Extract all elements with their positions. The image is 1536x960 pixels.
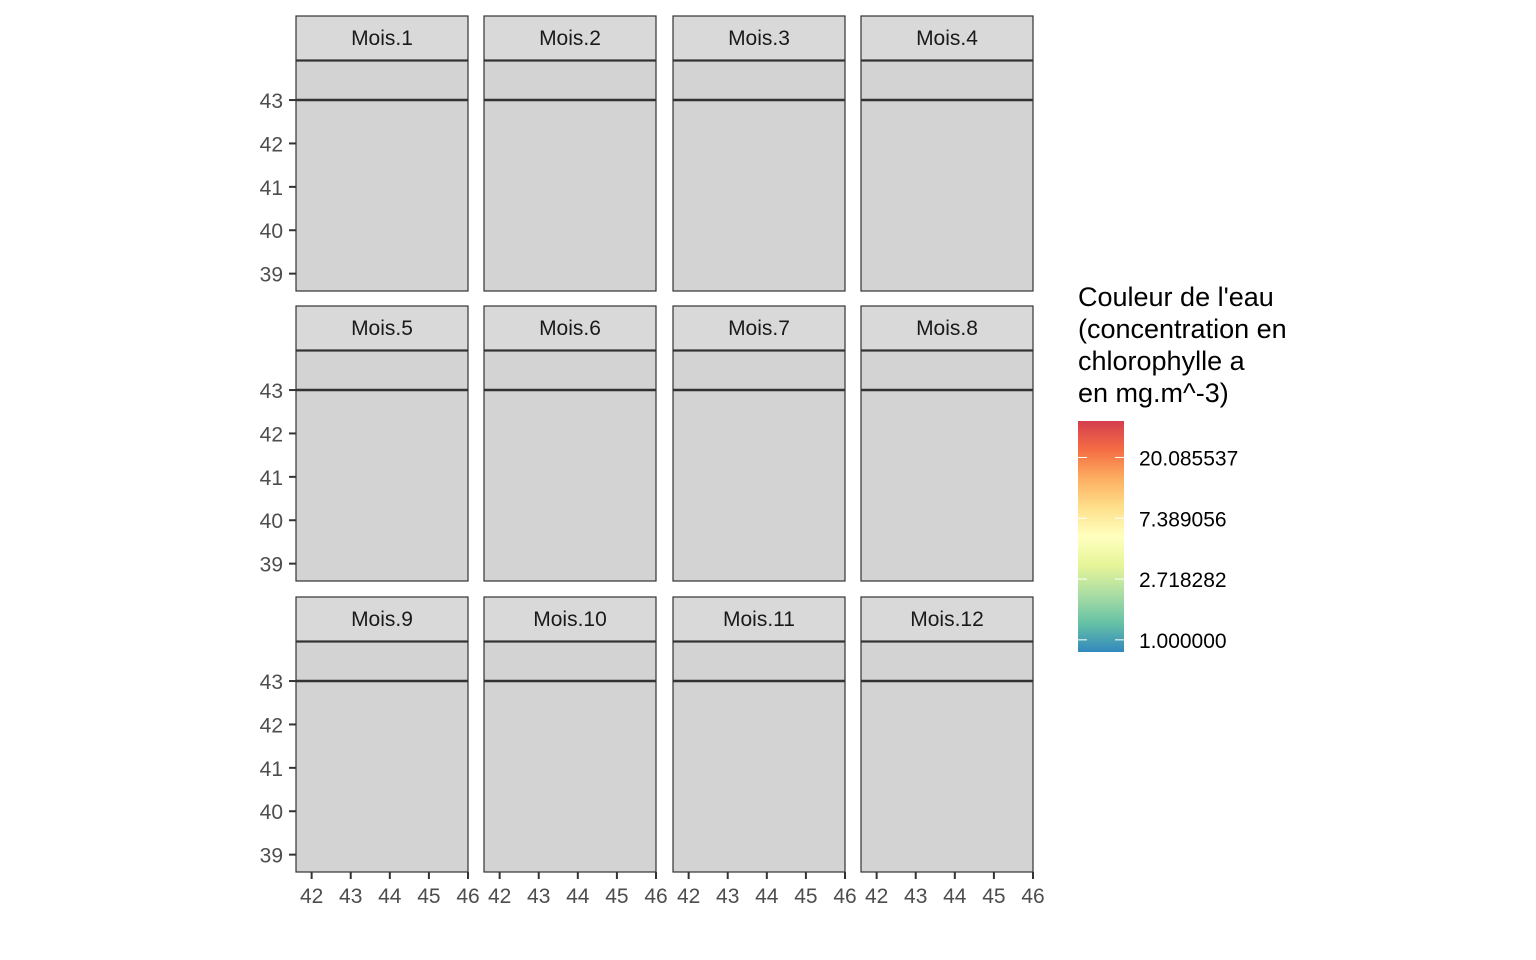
legend-title-line: Couleur de l'eau [1078,282,1274,312]
facet-panel: Mois.6 [483,305,657,582]
y-tick-label: 40 [260,510,283,533]
y-tick-label: 40 [260,801,283,824]
x-tick-label: 45 [417,885,440,908]
y-tick-label: 42 [260,133,283,156]
facet-strip-label: Mois.10 [533,608,607,631]
facet-panel: Mois.4 [860,15,1034,292]
x-tick-label: 42 [677,885,700,908]
panel-background [295,60,469,292]
y-tick-label: 43 [260,90,283,113]
facet-strip [483,305,657,351]
panel-background [483,350,657,582]
facet-strip-label: Mois.9 [351,608,413,631]
facet-strip [295,305,469,351]
axes: 39 40 41 42 43 39 40 41 42 43 39 40 41 42 43 42 43 44 45 46… [260,90,1045,908]
facet-strip-label: Mois.8 [916,317,978,340]
x-tick-label: 43 [716,885,739,908]
colorbar-label: 20.085537 [1139,447,1238,470]
facet-strip-label: Mois.5 [351,317,413,340]
facet-strip-label: Mois.1 [351,27,413,50]
panel-background [483,641,657,873]
x-tick-label: 46 [456,885,479,908]
facet-strip [483,596,657,642]
facet-panel: Mois.11 [672,596,846,873]
facet-strip-label: Mois.12 [910,608,984,631]
panel-background [672,60,846,292]
facet-panel: Mois.7 [672,305,846,582]
legend: Couleur de l'eau(concentration enchlorop… [1078,282,1287,653]
y-tick-label: 39 [260,264,283,287]
panel-background [860,60,1034,292]
y-tick-label: 41 [260,177,283,200]
colorbar-label: 1.000000 [1139,630,1227,653]
y-tick-label: 41 [260,758,283,781]
x-tick-label: 46 [833,885,856,908]
panel-background [483,60,657,292]
facet-panel: Mois.2 [483,15,657,292]
facet-strip-label: Mois.3 [728,27,790,50]
facet-panel: Mois.5 [295,305,469,582]
facet-panel: Mois.8 [860,305,1034,582]
facet-panel: Mois.1 [295,15,469,292]
facet-panel: Mois.10 [483,596,657,873]
facet-strip-label: Mois.2 [539,27,601,50]
facet-strip [672,305,846,351]
y-tick-label: 42 [260,714,283,737]
facet-strip [483,15,657,61]
x-tick-label: 42 [865,885,888,908]
legend-title-line: en mg.m^-3) [1078,378,1229,408]
panel-background [295,641,469,873]
panel-background [295,350,469,582]
y-tick-label: 41 [260,467,283,490]
y-tick-label: 42 [260,423,283,446]
panel-background [860,641,1034,873]
x-tick-label: 44 [943,885,967,908]
panel-background [860,350,1034,582]
facet-strip [295,15,469,61]
x-tick-label: 42 [488,885,511,908]
y-tick-label: 43 [260,380,283,403]
y-tick-label: 39 [260,845,283,868]
x-tick-label: 43 [339,885,362,908]
x-tick-label: 45 [794,885,817,908]
facet-panel: Mois.3 [672,15,846,292]
colorbar-label: 2.718282 [1139,569,1227,592]
x-tick-label: 46 [1021,885,1044,908]
facet-strip [672,596,846,642]
panel-background [672,641,846,873]
legend-title-line: (concentration en [1078,314,1287,344]
facet-strip [860,15,1034,61]
legend-title-line: chlorophylle a [1078,346,1246,376]
x-tick-label: 44 [378,885,402,908]
x-tick-label: 45 [605,885,628,908]
x-tick-label: 46 [644,885,667,908]
x-tick-label: 43 [904,885,927,908]
x-tick-label: 44 [755,885,779,908]
colorbar [1078,421,1124,652]
facet-strip [860,596,1034,642]
x-tick-label: 44 [566,885,590,908]
x-tick-label: 42 [300,885,323,908]
facet-strip [295,596,469,642]
facet-panels: Mois.1 Mois.2 Mois.3 Mois.4 Mois.5 Mois.6 Mois… [295,15,1034,873]
facet-strip-label: Mois.11 [723,608,795,631]
facet-strip-label: Mois.6 [539,317,601,340]
colorbar-label: 7.389056 [1139,508,1227,531]
facet-strip-label: Mois.4 [916,27,978,50]
y-tick-label: 43 [260,671,283,694]
x-tick-label: 45 [982,885,1005,908]
y-tick-label: 39 [260,554,283,577]
facet-strip-label: Mois.7 [728,317,790,340]
panel-background [672,350,846,582]
facet-panel: Mois.12 [860,596,1034,873]
y-tick-label: 40 [260,220,283,243]
x-tick-label: 43 [527,885,550,908]
facet-panel: Mois.9 [295,596,469,873]
facet-strip [860,305,1034,351]
facet-strip [672,15,846,61]
